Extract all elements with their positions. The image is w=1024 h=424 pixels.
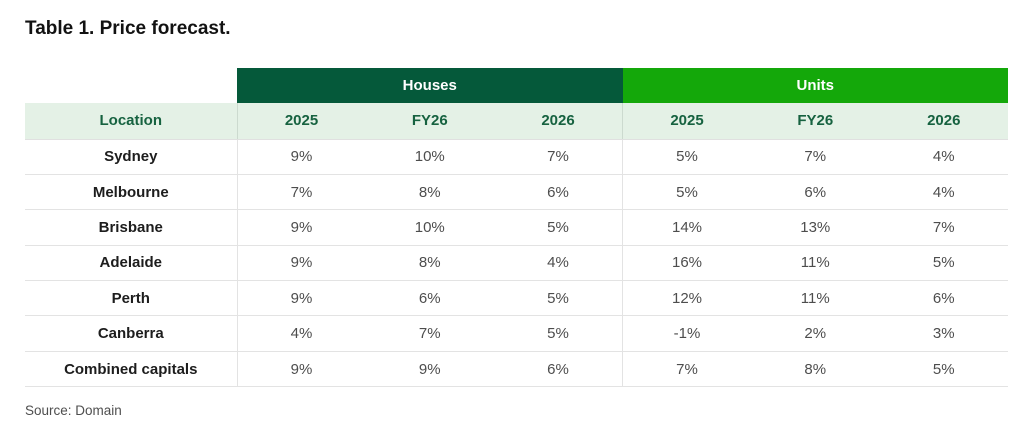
units-fy26-column-header: FY26	[751, 103, 880, 140]
units-value-cell: 2%	[751, 315, 880, 352]
location-cell: Sydney	[25, 139, 237, 175]
houses-value-cell: 9%	[236, 280, 366, 317]
table-title: Table 1. Price forecast.	[25, 18, 231, 39]
houses-value-cell: 7%	[365, 315, 494, 352]
empty-corner-cell	[25, 68, 237, 103]
location-cell: Perth	[25, 280, 237, 317]
units-value-cell: 5%	[879, 351, 1008, 388]
units-value-cell: 8%	[751, 351, 880, 388]
units-2026-column-header: 2026	[879, 103, 1008, 140]
houses-2026-column-header: 2026	[494, 103, 623, 140]
units-value-cell: 3%	[879, 315, 1008, 352]
houses-value-cell: 9%	[236, 139, 366, 175]
units-value-cell: 5%	[879, 245, 1008, 282]
houses-2025-column-header: 2025	[236, 103, 366, 140]
houses-fy26-column-header: FY26	[365, 103, 494, 140]
table-row: Perth 9% 6% 5% 12% 11% 6%	[25, 280, 1008, 317]
table-body: Sydney 9% 10% 7% 5% 7% 4% Melbourne 7% 8% 6% 5% 6% 4%…	[25, 139, 1008, 388]
price-forecast-table: Houses Units Location 2025 FY26 2026 202…	[25, 68, 1008, 388]
units-value-cell: 11%	[751, 245, 880, 282]
source-note: Source: Domain	[25, 403, 122, 419]
units-value-cell: 13%	[751, 209, 880, 246]
houses-value-cell: 4%	[494, 245, 623, 282]
units-value-cell: 5%	[622, 174, 751, 211]
units-value-cell: 11%	[751, 280, 880, 317]
units-value-cell: 6%	[751, 174, 880, 211]
houses-group-header: Houses	[237, 68, 623, 103]
table-row: Canberra 4% 7% 5% -1% 2% 3%	[25, 315, 1008, 352]
units-value-cell: 12%	[622, 280, 751, 317]
units-value-cell: 5%	[622, 139, 751, 175]
units-value-cell: 4%	[879, 139, 1008, 175]
houses-value-cell: 5%	[494, 315, 623, 352]
table-row: Sydney 9% 10% 7% 5% 7% 4%	[25, 139, 1008, 175]
houses-value-cell: 9%	[236, 351, 366, 388]
houses-value-cell: 8%	[365, 174, 494, 211]
houses-value-cell: 9%	[365, 351, 494, 388]
table-row: Combined capitals 9% 9% 6% 7% 8% 5%	[25, 351, 1008, 388]
houses-value-cell: 5%	[494, 280, 623, 317]
units-value-cell: 6%	[879, 280, 1008, 317]
column-header-row: Location 2025 FY26 2026 2025 FY26 2026	[25, 103, 1008, 140]
houses-value-cell: 10%	[365, 139, 494, 175]
units-group-header: Units	[622, 68, 1008, 103]
units-2025-column-header: 2025	[622, 103, 751, 140]
units-value-cell: 7%	[879, 209, 1008, 246]
houses-value-cell: 9%	[236, 209, 366, 246]
houses-value-cell: 10%	[365, 209, 494, 246]
houses-value-cell: 6%	[365, 280, 494, 317]
houses-value-cell: 5%	[494, 209, 623, 246]
houses-value-cell: 7%	[494, 139, 623, 175]
units-value-cell: 4%	[879, 174, 1008, 211]
houses-value-cell: 7%	[236, 174, 366, 211]
location-cell: Melbourne	[25, 174, 237, 211]
location-column-header: Location	[25, 103, 237, 140]
location-cell: Canberra	[25, 315, 237, 352]
houses-value-cell: 8%	[365, 245, 494, 282]
houses-value-cell: 6%	[494, 351, 623, 388]
table-row: Brisbane 9% 10% 5% 14% 13% 7%	[25, 209, 1008, 246]
houses-value-cell: 6%	[494, 174, 623, 211]
houses-value-cell: 9%	[236, 245, 366, 282]
location-cell: Adelaide	[25, 245, 237, 282]
table-row: Melbourne 7% 8% 6% 5% 6% 4%	[25, 174, 1008, 211]
houses-value-cell: 4%	[236, 315, 366, 352]
units-value-cell: -1%	[622, 315, 751, 352]
location-cell: Brisbane	[25, 209, 237, 246]
units-value-cell: 7%	[751, 139, 880, 175]
location-cell: Combined capitals	[25, 351, 237, 388]
units-value-cell: 7%	[622, 351, 751, 388]
table-row: Adelaide 9% 8% 4% 16% 11% 5%	[25, 245, 1008, 282]
units-value-cell: 14%	[622, 209, 751, 246]
units-value-cell: 16%	[622, 245, 751, 282]
group-header-row: Houses Units	[25, 68, 1008, 103]
